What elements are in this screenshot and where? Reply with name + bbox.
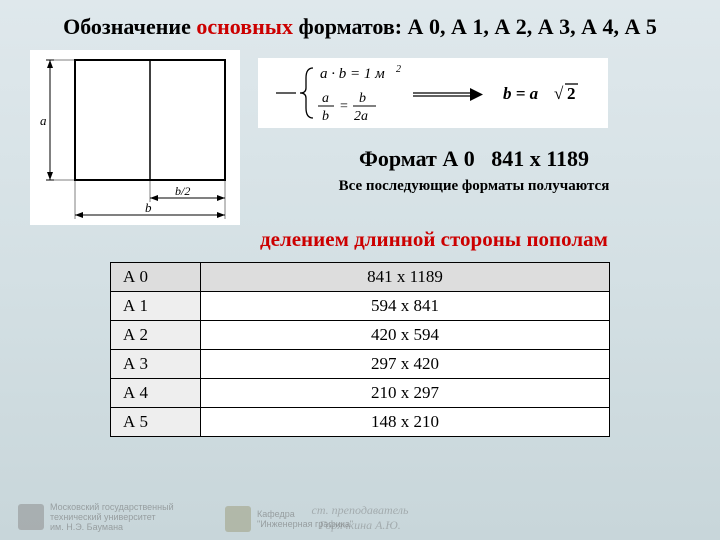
author-line: ст. преподаватель: [312, 503, 409, 517]
table-row: А 0841 х 1189: [111, 263, 610, 292]
sub-text: Все последующие форматы получаются: [258, 178, 690, 195]
formula-diagram: a · b = 1 м 2 a b = b 2a b = a √ 2: [258, 58, 608, 128]
fmt-cell: А 2: [111, 321, 201, 350]
svg-text:√: √: [554, 84, 564, 103]
format-size: 841 х 1189: [491, 146, 589, 171]
author-line: Горячкина А.Ю.: [312, 518, 409, 532]
fmt-cell: А 1: [111, 292, 201, 321]
svg-text:a: a: [322, 91, 329, 106]
svg-text:2a: 2a: [354, 109, 368, 124]
fmt-cell: А 5: [111, 408, 201, 437]
title-pre: Обозначение: [63, 14, 196, 39]
format-label: Формат А 0: [359, 146, 475, 171]
dim-cell: 841 х 1189: [201, 263, 610, 292]
label-a: a: [40, 113, 47, 128]
svg-text:b: b: [322, 109, 329, 124]
dim-cell: 210 х 297: [201, 379, 610, 408]
table-row: А 2420 х 594: [111, 321, 610, 350]
fmt-cell: А 3: [111, 350, 201, 379]
format-headline: Формат А 0 841 х 1189: [258, 146, 690, 172]
table-row: А 1594 х 841: [111, 292, 610, 321]
svg-text:2: 2: [567, 84, 576, 103]
dim-cell: 420 х 594: [201, 321, 610, 350]
svg-text:a · b = 1 м: a · b = 1 м: [320, 66, 385, 82]
table-row: А 4210 х 297: [111, 379, 610, 408]
svg-text:2: 2: [396, 64, 401, 75]
sheet-diagram: a b/2 b: [30, 50, 240, 225]
dim-cell: 148 х 210: [201, 408, 610, 437]
page-title: Обозначение основных форматов: А 0, А 1,…: [0, 0, 720, 50]
svg-text:b = a: b = a: [503, 84, 539, 103]
fmt-cell: А 0: [111, 263, 201, 292]
dim-cell: 297 х 420: [201, 350, 610, 379]
label-b2: b/2: [175, 184, 190, 198]
table-row: А 3297 х 420: [111, 350, 610, 379]
title-post: форматов: А 0, А 1, А 2, А 3, А 4, А 5: [293, 14, 657, 39]
title-red: основных: [196, 14, 293, 39]
fmt-cell: А 4: [111, 379, 201, 408]
svg-text:=: =: [340, 99, 348, 114]
red-emphasis: делением длинной стороны пополам: [0, 227, 720, 252]
svg-text:b: b: [359, 91, 366, 106]
formats-table: А 0841 х 1189 А 1594 х 841 А 2420 х 594 …: [110, 262, 610, 437]
footer-author: ст. преподаватель Горячкина А.Ю.: [0, 503, 720, 532]
table-row: А 5148 х 210: [111, 408, 610, 437]
label-b: b: [145, 200, 152, 215]
dim-cell: 594 х 841: [201, 292, 610, 321]
